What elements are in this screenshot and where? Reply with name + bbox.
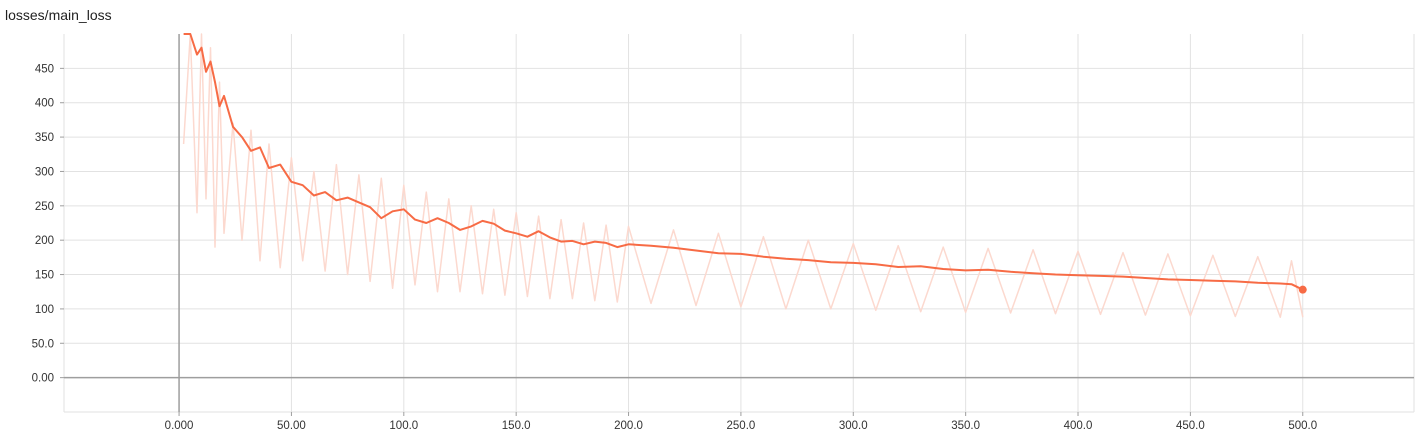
- axes: [60, 34, 1414, 416]
- x-tick-label: 0.000: [165, 420, 194, 432]
- y-tick-label: 250: [35, 201, 54, 213]
- x-tick-label: 150.0: [502, 420, 531, 432]
- x-tick-label: 450.0: [1176, 420, 1205, 432]
- y-tick-label: 0.00: [32, 373, 54, 385]
- x-tick-label: 500.0: [1288, 420, 1317, 432]
- smoothed-series: [183, 33, 1307, 294]
- grid-lines: [63, 34, 1415, 413]
- x-tick-label: 350.0: [951, 420, 980, 432]
- chart-title: losses/main_loss: [5, 7, 112, 23]
- smoothed-series-line: [183, 33, 1304, 291]
- y-tick-label: 200: [35, 235, 54, 247]
- x-tick-label: 400.0: [1064, 420, 1093, 432]
- y-tick-label: 350: [35, 132, 54, 144]
- y-tick-label: 400: [35, 98, 54, 110]
- raw-series: [182, 33, 1304, 318]
- x-tick-label: 300.0: [839, 420, 868, 432]
- x-tick-label: 250.0: [727, 420, 756, 432]
- x-tick-label: 200.0: [614, 420, 643, 432]
- last-point-marker[interactable]: [1298, 285, 1307, 294]
- y-tick-label: 450: [35, 63, 54, 75]
- tick-labels: 0.00 50.0 100 150 200 250 300 350 400 450 0.000 50.…: [32, 63, 1318, 432]
- x-tick-label: 50.00: [277, 420, 306, 432]
- y-tick-label: 300: [35, 166, 54, 178]
- x-tick-label: 100.0: [389, 420, 418, 432]
- raw-series-line: [182, 33, 1304, 318]
- y-tick-label: 100: [35, 304, 54, 316]
- y-tick-label: 150: [35, 270, 54, 282]
- y-tick-label: 50.0: [32, 338, 54, 350]
